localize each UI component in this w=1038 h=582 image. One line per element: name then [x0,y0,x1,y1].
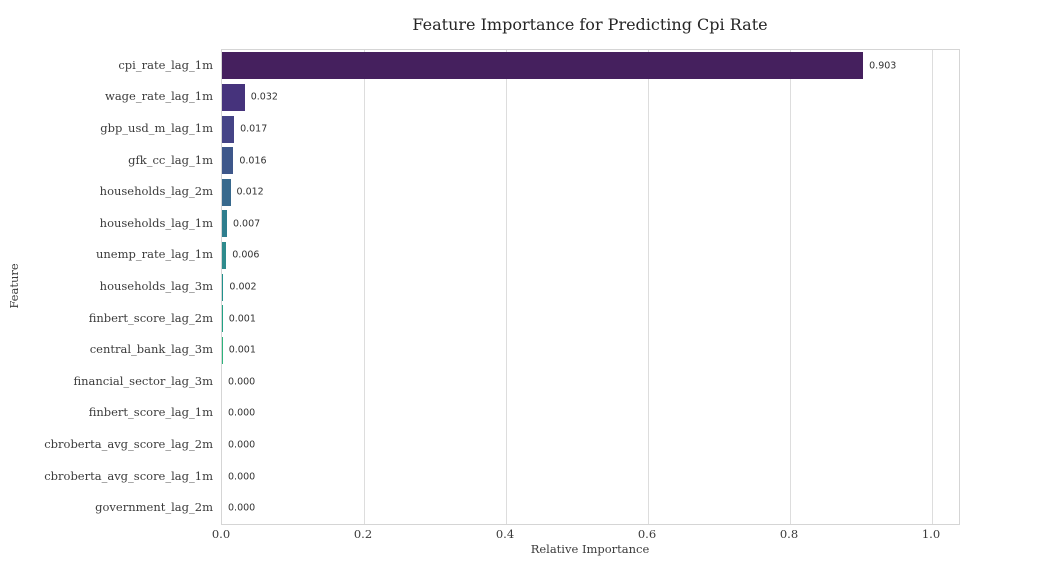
x-tick-label-0.8: 0.8 [779,527,799,541]
y-tick-label-cbroberta_avg_score_lag_1m: cbroberta_avg_score_lag_1m [44,468,213,483]
x-tick-label-0.4: 0.4 [495,527,515,541]
bar-value-label: 0.006 [232,249,260,261]
bar-value-label: 0.000 [228,502,256,514]
y-tick-label-cpi_rate_lag_1m: cpi_rate_lag_1m [118,57,213,72]
gridline-x-1 [932,50,934,524]
bar-value-label: 0.000 [228,471,256,483]
gridline-x-0.2 [364,50,365,524]
bar-households_lag_2m [222,178,231,206]
y-tick-label-gfk_cc_lag_1m: gfk_cc_lag_1m [128,152,213,167]
bar-value-label: 0.016 [239,155,267,167]
y-tick-label-households_lag_1m: households_lag_1m [99,215,213,230]
y-tick-label-finbert_score_lag_1m: finbert_score_lag_1m [88,405,213,420]
bar-wage_rate_lag_1m [222,83,245,111]
bar-value-label: 0.012 [236,186,264,198]
bar-value-label: 0.001 [228,344,256,356]
x-tick-label-0.2: 0.2 [353,527,373,541]
bar-value-label: 0.032 [250,91,278,103]
x-axis-title: Relative Importance [530,542,650,556]
y-tick-label-central_bank_lag_3m: central_bank_lag_3m [89,342,213,357]
bar-gbp_usd_m_lag_1m [222,115,235,143]
bar-cpi_rate_lag_1m [222,52,864,80]
chart-title: Feature Importance for Predicting Cpi Ra… [412,15,768,34]
bar-value-label: 0.000 [228,376,256,388]
bar-central_bank_lag_3m [222,336,223,364]
x-tick-label-0.6: 0.6 [637,527,657,541]
y-tick-label-cbroberta_avg_score_lag_2m: cbroberta_avg_score_lag_2m [44,437,213,451]
bar-value-label: 0.017 [240,123,268,135]
y-tick-label-financial_sector_lag_3m: financial_sector_lag_3m [73,373,213,388]
x-tick-label-0.0: 0.0 [211,527,231,541]
gridline-x-0.8 [790,50,791,524]
gridline-x-0.4 [506,50,507,524]
bar-value-label: 0.903 [869,60,897,72]
x-tick-label-1.0: 1.0 [921,527,941,541]
bar-value-label: 0.001 [228,313,256,325]
bar-unemp_rate_lag_1m [222,241,227,269]
y-axis-tick-labels: cpi_rate_lag_1m wage_rate_lag_1m gbp_usd_m… [0,49,213,523]
bar-households_lag_1m [222,210,227,238]
bar-value-label: 0.002 [229,281,257,293]
y-tick-label-gbp_usd_m_lag_1m: gbp_usd_m_lag_1m [100,121,213,135]
bar-value-label: 0.000 [228,407,256,419]
y-tick-label-unemp_rate_lag_1m: unemp_rate_lag_1m [95,247,213,262]
y-tick-label-households_lag_2m: households_lag_2m [99,184,213,199]
bar-value-label: 0.000 [228,439,256,451]
plot-area: 0.903 0.032 0.017 0.016 0.012 0.007 0.006 0.002… [221,49,960,525]
y-tick-label-government_lag_2m: government_lag_2m [95,500,213,515]
bar-households_lag_3m [222,273,224,301]
bar-finbert_score_lag_2m [222,305,223,333]
x-axis-tick-labels: 0.0 0.2 0.4 0.6 0.8 1.0 [0,527,1038,543]
y-tick-label-households_lag_3m: households_lag_3m [99,279,213,293]
bar-gfk_cc_lag_1m [222,147,234,175]
gridline-x-0.6 [648,50,649,524]
bar-value-label: 0.007 [232,218,261,230]
y-tick-label-finbert_score_lag_2m: finbert_score_lag_2m [88,310,213,325]
y-tick-label-wage_rate_lag_1m: wage_rate_lag_1m [104,89,213,104]
